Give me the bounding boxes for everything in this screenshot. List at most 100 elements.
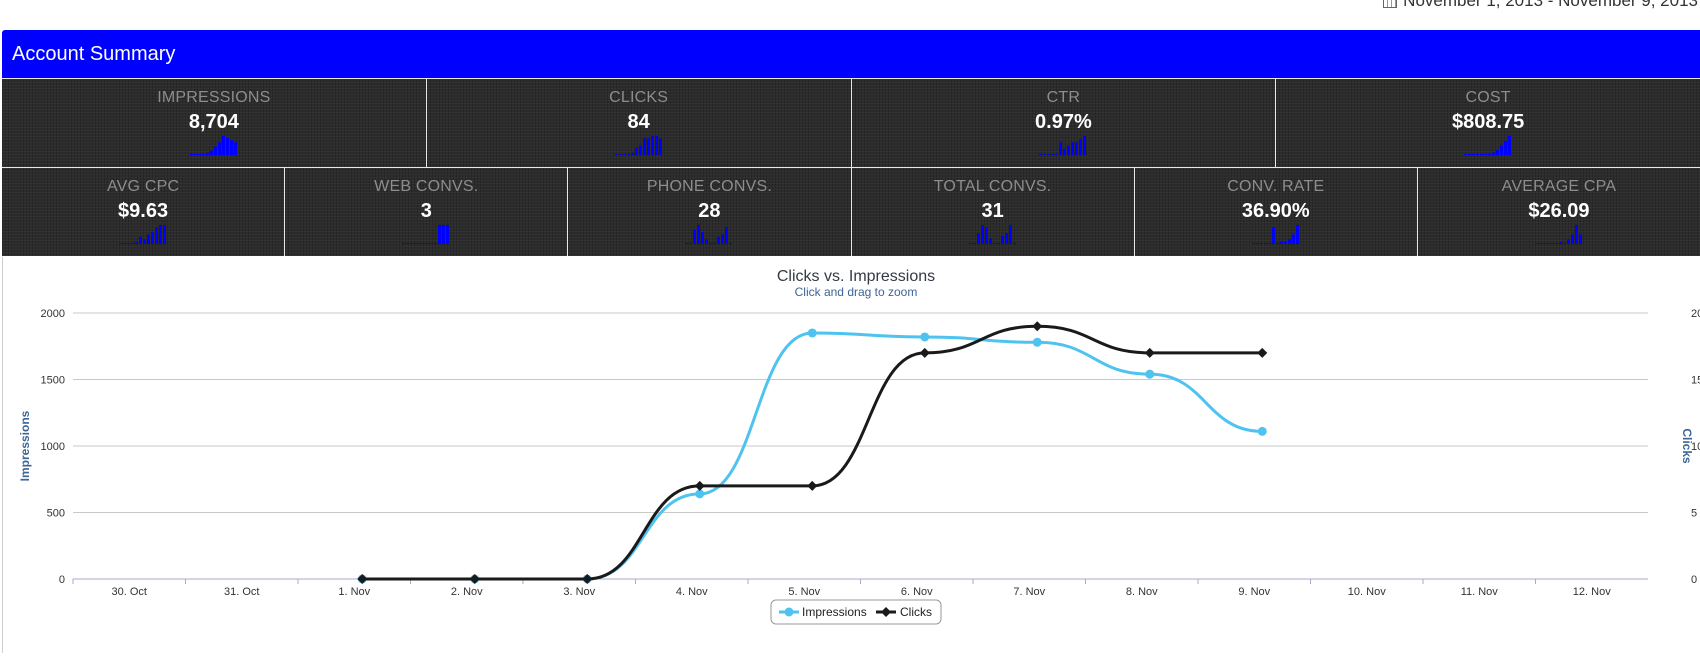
- sparkline: [968, 225, 1016, 244]
- impressions-point: [920, 332, 930, 342]
- chart-subtitle: Click and drag to zoom: [795, 285, 918, 299]
- sparkline-bar: [638, 145, 642, 155]
- sparkline-bar: [1570, 234, 1574, 244]
- sparkline-bar: [1472, 154, 1476, 155]
- impressions-point: [695, 489, 705, 499]
- kpi-label: PHONE CONVS.: [646, 178, 772, 195]
- sparkline-bar: [1271, 227, 1275, 244]
- sparkline-bar: [422, 243, 426, 244]
- chart-legend[interactable]: Impressions Clicks: [770, 599, 942, 625]
- sparkline-bar: [1043, 154, 1047, 155]
- sparkline-bar: [1012, 243, 1016, 244]
- sparkline-bar: [721, 234, 725, 244]
- y-right-tick-label: 5: [1691, 508, 1697, 520]
- sparkline-bar: [1059, 142, 1063, 155]
- y-right-tick-label: 0: [1691, 574, 1697, 586]
- legend-item-impressions[interactable]: Impressions: [802, 605, 867, 619]
- kpi-tile-web-convs: WEB CONVS. 3: [285, 167, 569, 256]
- kpi-value: 8,704: [188, 111, 239, 133]
- kpi-tile-clicks: CLICKS 84: [426, 78, 852, 167]
- sparkline-bar: [658, 138, 662, 155]
- sparkline: [1464, 136, 1512, 155]
- x-tick-label: 30. Oct: [112, 586, 147, 598]
- sparkline-bar: [1562, 243, 1566, 244]
- sparkline-bar: [976, 233, 980, 244]
- sparkline-bar: [414, 243, 418, 244]
- sparkline-bar: [1263, 243, 1267, 244]
- sparkline-bar: [155, 227, 159, 244]
- sparkline-bar: [1063, 148, 1067, 155]
- sparkline-bar: [996, 243, 1000, 244]
- sparkline: [1251, 225, 1299, 244]
- sparkline-bar: [418, 243, 422, 244]
- clicks-point: [1257, 347, 1268, 358]
- sparkline-bar: [1554, 243, 1558, 244]
- sparkline-bar: [217, 142, 221, 155]
- sparkline-bar: [1542, 243, 1546, 244]
- sparkline-bar: [717, 236, 721, 244]
- sparkline-bar: [1267, 243, 1271, 244]
- kpi-value: 3: [420, 200, 432, 222]
- sparkline-bar: [159, 225, 163, 244]
- panel-title: Account Summary: [2, 30, 1700, 78]
- kpi-tile-conv-rate: CONV. RATE 36.90%: [1134, 167, 1418, 256]
- clicks-vs-impressions-chart[interactable]: Clicks vs. Impressions Click and drag to …: [2, 257, 1700, 653]
- x-tick-label: 10. Nov: [1348, 586, 1386, 598]
- sparkline-bar: [131, 243, 135, 244]
- sparkline-bar: [1255, 243, 1259, 244]
- sparkline-bar: [614, 154, 618, 155]
- sparkline-bar: [1051, 154, 1055, 155]
- sparkline: [1039, 136, 1087, 155]
- sparkline: [189, 136, 237, 155]
- x-tick-label: 6. Nov: [901, 586, 933, 598]
- kpi-label: IMPRESSIONS: [157, 89, 271, 106]
- sparkline-bar: [1075, 142, 1079, 155]
- sparkline-bar: [201, 154, 205, 155]
- sparkline-bar: [1055, 154, 1059, 155]
- y-right-tick-label: 10: [1691, 441, 1700, 453]
- clicks-series-line: [362, 324, 1263, 581]
- account-summary-panel: Account Summary IMPRESSIONS 8,704 CLICKS 84…: [2, 30, 1700, 653]
- x-tick-label: 11. Nov: [1461, 586, 1499, 598]
- sparkline-bar: [147, 234, 151, 244]
- sparkline-bar: [697, 225, 701, 244]
- impressions-point: [807, 328, 817, 338]
- kpi-label: CLICKS: [609, 89, 669, 106]
- sparkline: [614, 136, 662, 155]
- sparkline-bar: [209, 150, 213, 155]
- sparkline-bar: [127, 243, 131, 244]
- sparkline-bar: [1047, 154, 1051, 155]
- sparkline-bar: [729, 243, 733, 244]
- sparkline-bar: [139, 236, 143, 244]
- kpi-tile-impressions: IMPRESSIONS 8,704: [2, 78, 427, 167]
- kpi-label: CTR: [1046, 89, 1081, 106]
- kpi-value: 36.90%: [1241, 200, 1310, 222]
- sparkline-bar: [992, 243, 996, 244]
- kpi-tile-ctr: CTR 0.97%: [851, 78, 1277, 167]
- y-right-tick-label: 20: [1691, 308, 1700, 320]
- x-tick-label: 8. Nov: [1126, 586, 1158, 598]
- sparkline-bar: [1295, 225, 1299, 244]
- legend-item-clicks[interactable]: Clicks: [900, 605, 932, 619]
- x-tick-label: 5. Nov: [788, 586, 820, 598]
- sparkline-bar: [1008, 225, 1012, 244]
- sparkline-bar: [119, 243, 123, 244]
- sparkline-bar: [426, 243, 430, 244]
- clicks-point: [582, 574, 593, 584]
- date-range-picker[interactable]: November 1, 2013 - November 9, 2013: [1383, 0, 1698, 11]
- sparkline-bar: [163, 225, 167, 244]
- sparkline-bar: [1251, 243, 1255, 244]
- sparkline-bar: [1484, 154, 1488, 155]
- x-tick-label: 4. Nov: [676, 586, 708, 598]
- sparkline-bar: [1534, 243, 1538, 244]
- sparkline-bar: [984, 227, 988, 244]
- y-left-tick-label: 2000: [41, 308, 65, 320]
- sparkline-bar: [1067, 145, 1071, 155]
- sparkline-bar: [654, 136, 658, 155]
- sparkline-bar: [1550, 243, 1554, 244]
- sparkline: [685, 225, 733, 244]
- sparkline-bar: [709, 243, 713, 244]
- sparkline-bar: [1492, 152, 1496, 155]
- sparkline-bar: [1464, 154, 1468, 155]
